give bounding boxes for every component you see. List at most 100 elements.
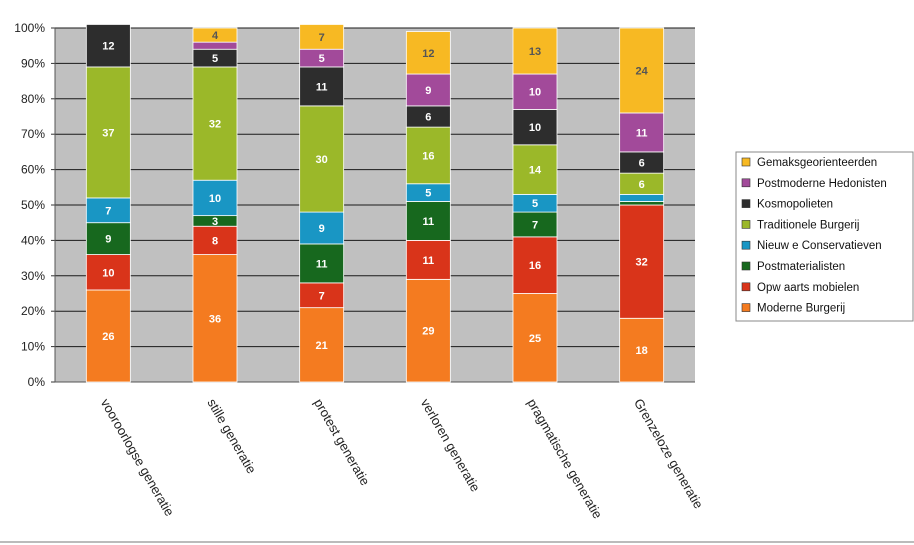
data-label: 10 [529,87,541,99]
data-label: 21 [316,340,328,352]
bar-segment [192,179,238,217]
data-label: 29 [422,326,434,338]
bar-segment [299,105,345,213]
data-label: 32 [636,257,648,269]
legend-swatch [741,178,751,188]
data-label: 13 [529,46,541,58]
y-tick-label: 30% [21,269,45,283]
bar-segment [192,225,238,255]
y-tick-label: 20% [21,304,45,318]
bar-segment [85,24,131,68]
x-tick-label: verloren generatie [418,396,483,494]
data-label: 10 [529,122,541,134]
data-label: 11 [636,127,648,139]
data-label: 10 [209,193,221,205]
bar-segment [192,41,238,50]
data-label: 5 [319,53,325,65]
data-label: 9 [105,234,111,246]
legend-label: Nieuw e Conservatieven [757,240,882,252]
bar-segment [299,24,345,50]
data-label: 8 [212,235,218,247]
x-tick-label: vooroorlogse generatie [98,396,177,519]
bar-segment [299,282,345,309]
data-label: 16 [422,150,434,162]
y-tick-label: 80% [21,92,45,106]
legend-swatch [741,282,751,292]
data-label: 24 [636,65,649,77]
legend-swatch [741,303,751,312]
data-label: 5 [532,198,538,210]
legend-swatch [741,199,751,208]
data-label: 7 [319,32,325,44]
bar-segment [405,31,451,75]
y-tick-label: 0% [28,375,46,389]
data-label: 18 [636,345,648,357]
bar-segment [85,254,131,291]
bar-segment [619,317,665,383]
data-label: 11 [423,216,435,228]
bar-segment [512,236,558,294]
legend-swatch [741,157,751,167]
bar-segment [619,193,665,202]
bar-segment [85,222,131,255]
bar-segment [619,27,665,114]
bar-segment [512,211,558,238]
data-label: 9 [425,85,431,97]
bar-segment [192,27,238,43]
data-label: 7 [105,205,111,217]
data-label: 5 [425,188,431,200]
y-tick-label: 100% [14,21,45,35]
bar-segment [619,201,665,206]
data-label: 36 [209,313,221,325]
y-tick-label: 40% [21,233,45,247]
y-tick-label: 70% [21,127,45,141]
legend-label: Kosmopolieten [757,199,833,211]
bar-segment [512,109,558,146]
legend-label: Postmoderne Hedonisten [757,178,887,190]
bar-segment [512,27,558,75]
legend-label: Traditionele Burgerij [757,219,859,231]
x-tick-label: protest generatie [311,396,373,488]
data-label: 7 [532,219,538,231]
data-label: 7 [319,290,325,302]
x-tick-label: stille generatie [204,396,259,476]
data-label: 6 [425,112,431,124]
bar-segment [85,66,131,199]
legend-swatch [741,261,751,271]
data-label: 12 [422,48,434,60]
y-tick-label: 10% [21,340,45,354]
data-label: 30 [316,154,328,166]
legend-label: Postmaterialisten [757,261,845,273]
legend-label: Opw aarts mobielen [757,282,859,294]
legend-label: Gemaksgeorienteerden [757,157,877,169]
x-tick-label: Grenzeloze generatie [631,396,706,511]
x-tick-label: pragmatische generatie [524,396,605,521]
y-tick-label: 50% [21,198,45,212]
bar-segment [299,307,345,383]
data-label: 11 [423,255,435,267]
bar-segment [192,254,238,383]
data-label: 26 [102,331,114,343]
bar-segment [619,204,665,319]
legend-box [735,151,914,322]
data-label: 6 [639,179,645,191]
data-label: 6 [639,158,645,170]
data-label: 11 [316,258,328,270]
bar-segment [405,278,451,383]
data-label: 10 [102,267,114,279]
y-tick-label: 60% [21,163,45,177]
data-label: 3 [212,216,218,228]
bar-segment [85,197,131,224]
data-label: 4 [212,30,219,42]
bar-segment [85,289,131,383]
data-label: 16 [529,260,541,272]
bar-segment [299,243,345,284]
data-label: 12 [102,41,114,53]
bar-segment [192,66,238,181]
legend-swatch [741,240,751,250]
legend-swatch [741,220,751,229]
data-label: 32 [209,119,221,131]
bar-segment [512,73,558,110]
data-label: 5 [212,53,218,65]
